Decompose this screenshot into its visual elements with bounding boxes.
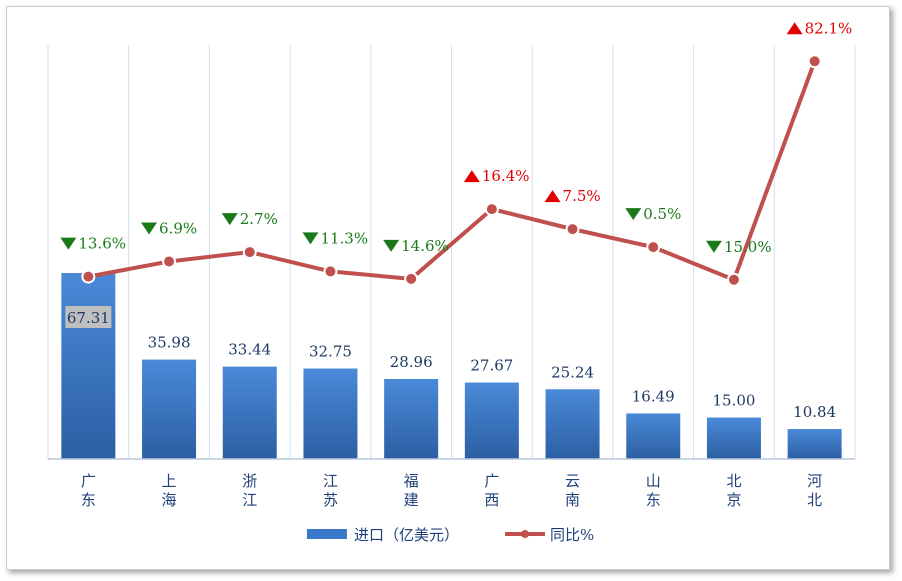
x-tick-label: 江 xyxy=(323,472,338,490)
line-marker xyxy=(565,222,580,237)
line-value-label: 15.0% xyxy=(724,238,772,256)
legend-line-marker xyxy=(521,530,529,538)
line-value-label: 2.7% xyxy=(240,210,278,228)
x-tick-label: 北 xyxy=(807,491,822,509)
x-tick-label: 苏 xyxy=(323,491,338,509)
x-tick-label: 浙 xyxy=(242,472,257,490)
down-triangle-icon xyxy=(302,232,319,245)
x-tick-label: 上 xyxy=(162,472,177,490)
line-value-label: 13.6% xyxy=(78,235,126,253)
down-triangle-icon xyxy=(60,237,77,250)
line-series xyxy=(81,54,822,287)
down-triangle-icon xyxy=(383,239,400,252)
line-value-label: 11.3% xyxy=(320,229,368,247)
line-marker xyxy=(323,264,338,279)
bar-value-label: 67.31 xyxy=(67,309,110,327)
line-marker xyxy=(646,240,661,255)
bar-value-label: 25.24 xyxy=(551,363,594,381)
x-tick-label: 东 xyxy=(646,491,661,509)
bar-value-labels: 67.31 35.98 33.44 32.75 28.96 27.67 25.24 16.49… xyxy=(65,306,836,421)
up-triangle-icon xyxy=(786,22,803,35)
line-value-label: 16.4% xyxy=(482,167,530,185)
bar xyxy=(303,368,358,459)
line-marker xyxy=(242,245,257,260)
bar xyxy=(545,389,600,459)
line-value-labels: 13.6% 6.9% 2.7% 11.3% 14.6% 16.4% 7.5% 0.5% 15.0… xyxy=(60,19,853,256)
x-tick-label: 云 xyxy=(565,472,580,490)
line-marker xyxy=(81,269,96,284)
bar xyxy=(222,366,277,459)
line-marker xyxy=(404,271,419,286)
bar xyxy=(706,417,761,459)
bar xyxy=(142,359,197,459)
down-triangle-icon xyxy=(221,213,238,226)
bar xyxy=(626,413,681,459)
line-value-label: 0.5% xyxy=(643,205,681,223)
bar-value-label: 10.84 xyxy=(793,403,836,421)
line-marker xyxy=(807,54,822,69)
line-path xyxy=(87,60,817,282)
bar-value-label: 33.44 xyxy=(228,341,271,359)
line-value-label: 6.9% xyxy=(159,220,197,238)
bar xyxy=(61,273,116,459)
x-tick-label: 广 xyxy=(81,472,96,490)
bar-value-label: 35.98 xyxy=(148,334,191,352)
down-triangle-icon xyxy=(625,208,642,221)
line-marker xyxy=(162,254,177,269)
x-tick-label: 河 xyxy=(807,472,822,490)
legend: 进口（亿美元） 同比% xyxy=(307,526,594,544)
line-value-label: 7.5% xyxy=(563,187,601,205)
bar-series xyxy=(61,273,842,459)
down-triangle-icon xyxy=(141,222,158,235)
x-tick-label: 福 xyxy=(404,472,419,490)
x-tick-label: 京 xyxy=(726,491,741,509)
line-marker xyxy=(484,202,499,217)
legend-line-label: 同比% xyxy=(550,526,594,544)
x-tick-label: 江 xyxy=(242,491,257,509)
x-tick-label: 山 xyxy=(646,472,661,490)
chart-frame xyxy=(6,6,890,570)
line-value-label: 14.6% xyxy=(401,237,449,255)
legend-bar-swatch xyxy=(307,529,347,539)
bar-value-label: 32.75 xyxy=(309,343,352,361)
x-tick-label: 广 xyxy=(484,472,499,490)
up-triangle-icon xyxy=(544,190,561,203)
x-tick-label: 建 xyxy=(404,491,419,509)
bar-value-label: 28.96 xyxy=(390,353,433,371)
x-tick-label: 南 xyxy=(565,491,580,509)
x-tick-label: 北 xyxy=(726,472,741,490)
x-tick-label: 西 xyxy=(484,491,499,509)
x-tick-label: 海 xyxy=(162,491,177,509)
grid-lines xyxy=(47,45,856,459)
bar-label-bg xyxy=(65,306,112,328)
bar-value-label: 16.49 xyxy=(632,387,675,405)
line-marker xyxy=(726,272,741,287)
bar xyxy=(787,429,842,459)
bar-value-label: 27.67 xyxy=(470,357,513,375)
up-triangle-icon xyxy=(463,170,480,183)
bar-value-label: 15.00 xyxy=(712,392,755,410)
x-tick-label: 东 xyxy=(81,491,96,509)
bar xyxy=(384,378,439,459)
down-triangle-icon xyxy=(705,240,722,253)
bar xyxy=(464,382,519,459)
line-value-label: 82.1% xyxy=(805,19,853,37)
legend-bar-label: 进口（亿美元） xyxy=(354,526,459,544)
